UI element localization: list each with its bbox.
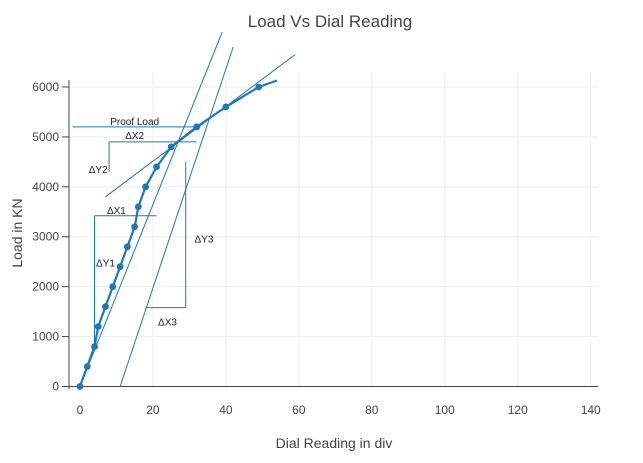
y-axis-label: Load in KN <box>9 198 25 267</box>
x-axis-label: Dial Reading in div <box>276 435 393 451</box>
annotation-label: ΔY2 <box>89 165 108 176</box>
data-point <box>94 323 102 330</box>
x-tick-label: 120 <box>508 403 528 417</box>
data-point <box>91 343 98 350</box>
y-tick-label: 0 <box>52 380 59 394</box>
chart-title: Load Vs Dial Reading <box>248 12 412 31</box>
series-line <box>78 86 260 387</box>
tangent-line <box>119 46 234 387</box>
x-tick-label: 100 <box>435 403 455 417</box>
annotation-label: ΔY3 <box>195 235 214 246</box>
annotation-label: ΔY1 <box>96 259 115 270</box>
data-point <box>193 123 201 131</box>
annotation-label: Proof Load <box>110 117 159 128</box>
data-point <box>142 183 150 191</box>
x-tick-label: 40 <box>219 403 233 417</box>
annotation-label: ΔX1 <box>107 206 126 217</box>
x-tick-label: 80 <box>365 403 379 417</box>
y-tick-label: 3000 <box>32 230 59 244</box>
data-point <box>134 203 142 211</box>
data-point <box>167 143 175 151</box>
x-tick-label: 20 <box>146 403 160 417</box>
data-point <box>76 383 84 390</box>
x-tick-label: 0 <box>77 403 84 417</box>
data-point <box>102 303 109 311</box>
y-tick-label: 5000 <box>32 130 59 144</box>
data-point <box>109 283 117 291</box>
data-point <box>123 243 131 251</box>
x-tick-label: 140 <box>581 403 601 417</box>
tangent-line <box>79 31 223 387</box>
data-point <box>153 163 160 171</box>
data-point <box>131 223 139 231</box>
x-tick-label: 60 <box>292 403 306 417</box>
curve-extension-line <box>258 79 278 89</box>
annotation-label: ΔX2 <box>125 131 144 142</box>
data-point <box>222 103 230 111</box>
data-point <box>83 363 91 370</box>
annotation-label: ΔX3 <box>158 318 177 329</box>
y-tick-label: 2000 <box>32 280 59 294</box>
data-point <box>116 263 124 271</box>
y-tick-label: 4000 <box>32 180 59 194</box>
y-tick-label: 6000 <box>32 80 59 94</box>
y-tick-label: 1000 <box>32 330 59 344</box>
